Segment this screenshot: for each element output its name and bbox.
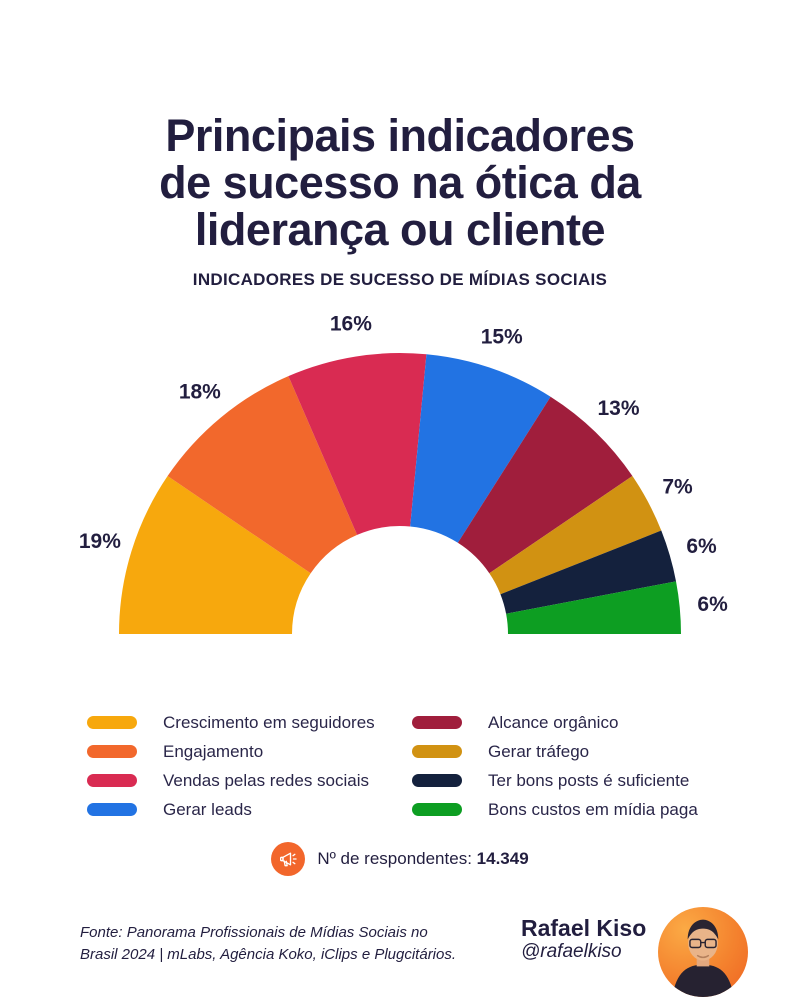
chart-segment-7 xyxy=(506,581,681,634)
chart-segment-2 xyxy=(288,353,427,535)
author-block: Rafael Kiso @rafaelkiso xyxy=(521,915,651,963)
chart-percent-label-4: 13% xyxy=(598,397,640,420)
legend-item-label: Bons custos em mídia paga xyxy=(488,799,698,819)
legend-item: Vendas pelas redes sociais xyxy=(87,766,412,795)
legend-item-label: Vendas pelas redes sociais xyxy=(163,770,370,790)
respondents-value: 14.349 xyxy=(476,849,529,868)
chart-percent-label-3: 15% xyxy=(481,325,523,348)
legend-swatch xyxy=(412,716,462,729)
respondents-label: Nº de respondentes: xyxy=(317,849,472,868)
avatar-illustration xyxy=(672,919,734,997)
author-avatar xyxy=(658,907,748,997)
chart-subtitle: INDICADORES DE SUCESSO DE MÍDIAS SOCIAIS xyxy=(192,270,608,289)
source-line-2: Brasil 2024 | mLabs, Agência Koko, iClip… xyxy=(80,946,457,963)
legend-swatch xyxy=(412,745,462,758)
legend-item: Gerar leads xyxy=(87,795,412,824)
author-name: Rafael Kiso xyxy=(521,915,647,941)
legend-column-right: Alcance orgânico Gerar tráfego Ter bons po… xyxy=(412,708,698,824)
legend-column-left: Crescimento em seguidores Engajamento Vend… xyxy=(87,708,412,824)
title-line-1: Principais indicadores xyxy=(165,110,635,161)
source-note: Fonte: Panorama Profissionais de Mídias … xyxy=(80,922,456,966)
chart-segment-3 xyxy=(410,354,551,543)
source-line-1: Fonte: Panorama Profissionais de Mídias … xyxy=(80,924,428,941)
legend-item-label: Crescimento em seguidores xyxy=(163,712,375,732)
respondents-text: Nº de respondentes: 14.349 xyxy=(317,849,528,869)
chart-legend: Crescimento em seguidores Engajamento Vend… xyxy=(87,708,727,824)
legend-swatch xyxy=(412,803,462,816)
legend-swatch xyxy=(87,745,137,758)
legend-item: Engajamento xyxy=(87,737,412,766)
megaphone-icon xyxy=(271,842,306,876)
chart-segment-4 xyxy=(457,396,633,574)
header: Principais indicadores de sucesso na óti… xyxy=(0,112,800,290)
page-title: Principais indicadores de sucesso na óti… xyxy=(0,112,800,253)
legend-swatch xyxy=(412,774,462,787)
legend-item-label: Ter bons posts é suficiente xyxy=(488,770,690,790)
legend-swatch xyxy=(87,774,137,787)
legend-swatch xyxy=(87,803,137,816)
legend-item-label: Gerar tráfego xyxy=(488,741,590,761)
chart-segment-1 xyxy=(167,376,358,574)
title-line-3: liderança ou cliente xyxy=(194,204,606,255)
legend-item: Bons custos em mídia paga xyxy=(412,795,698,824)
legend-item: Alcance orgânico xyxy=(412,708,698,737)
legend-item-label: Engajamento xyxy=(163,741,264,761)
legend-swatch xyxy=(87,716,137,729)
megaphone-glyph xyxy=(280,852,297,867)
legend-item: Ter bons posts é suficiente xyxy=(412,766,698,795)
semi-donut-svg: 19% 18% 16% 15% 13% 7% 6% 6% xyxy=(79,315,728,634)
legend-item-label: Gerar leads xyxy=(163,799,252,819)
legend-item: Gerar tráfego xyxy=(412,737,698,766)
title-line-2: de sucesso na ótica da xyxy=(159,157,641,208)
chart-percent-label-1: 18% xyxy=(179,381,221,404)
chart-percent-label-0: 19% xyxy=(79,530,121,553)
chart-percent-label-2: 16% xyxy=(330,315,372,335)
chart-percent-label-7: 6% xyxy=(697,593,728,616)
legend-item-label: Alcance orgânico xyxy=(488,712,619,732)
chart-segment-6 xyxy=(500,530,677,614)
semi-donut-chart: 19% 18% 16% 15% 13% 7% 6% 6% xyxy=(0,315,800,645)
chart-percent-label-5: 7% xyxy=(662,476,693,499)
chart-segment-0 xyxy=(119,476,311,634)
author-handle: @rafaelkiso xyxy=(521,941,622,962)
respondents-row: Nº de respondentes: 14.349 xyxy=(0,842,800,876)
chart-percent-label-6: 6% xyxy=(686,535,717,558)
chart-segment-5 xyxy=(489,476,662,595)
legend-item: Crescimento em seguidores xyxy=(87,708,412,737)
